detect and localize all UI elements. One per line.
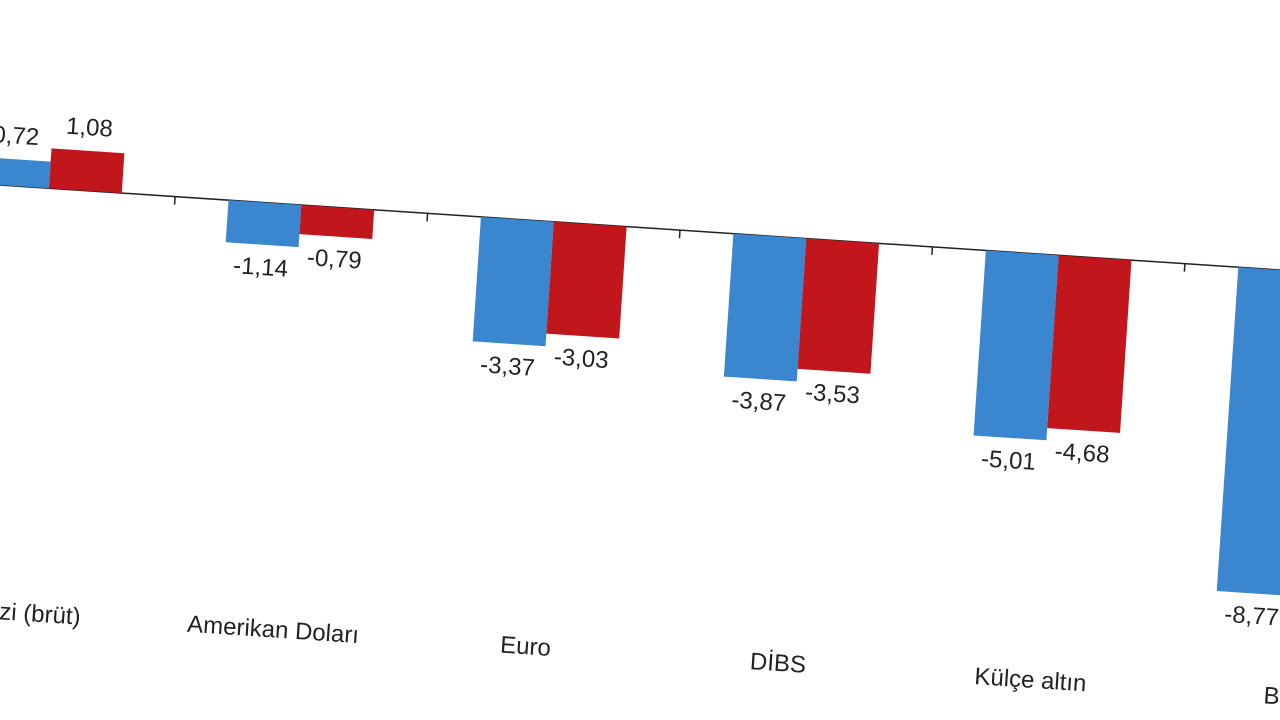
bar — [48, 148, 125, 194]
value-label: -3,03 — [553, 344, 609, 375]
value-label: -3,87 — [731, 387, 787, 418]
value-label: 0,72 — [0, 121, 40, 151]
bar — [299, 205, 375, 240]
value-label: -0,79 — [306, 244, 362, 275]
value-label: -3,37 — [479, 351, 535, 382]
value-label: -3,53 — [804, 379, 860, 410]
value-label: -4,68 — [1054, 438, 1110, 469]
bar — [546, 221, 627, 339]
value-label: 1,08 — [65, 113, 113, 143]
axis-tick — [678, 230, 681, 239]
bar — [797, 238, 880, 374]
x-tick-label: Amerikan Doları — [186, 611, 359, 649]
bar — [1216, 267, 1280, 596]
plot-area: t faizi (brüt) 0,72 1,08 Amerikan Doları -1,… — [0, 113, 1280, 712]
bar — [1047, 255, 1132, 433]
bar — [973, 250, 1059, 441]
value-label: -5,01 — [980, 445, 1036, 476]
axis-line — [0, 182, 1280, 279]
bar — [472, 216, 554, 347]
x-tick-label: Euro — [499, 632, 551, 662]
axis-tick — [173, 196, 176, 205]
axis-tick — [1183, 263, 1186, 272]
bar — [723, 233, 807, 382]
x-tick-label: t faizi (brüt) — [0, 596, 81, 631]
x-tick-label: BIS — [1263, 682, 1280, 712]
bar — [0, 156, 51, 189]
value-label: -8,77 — [1223, 601, 1279, 632]
axis-tick — [426, 213, 429, 222]
bar — [225, 200, 302, 248]
value-label: -1,14 — [232, 252, 288, 283]
axis-tick — [931, 246, 934, 255]
x-tick-label: Külçe altın — [974, 663, 1088, 697]
x-tick-label: DİBS — [749, 648, 807, 679]
